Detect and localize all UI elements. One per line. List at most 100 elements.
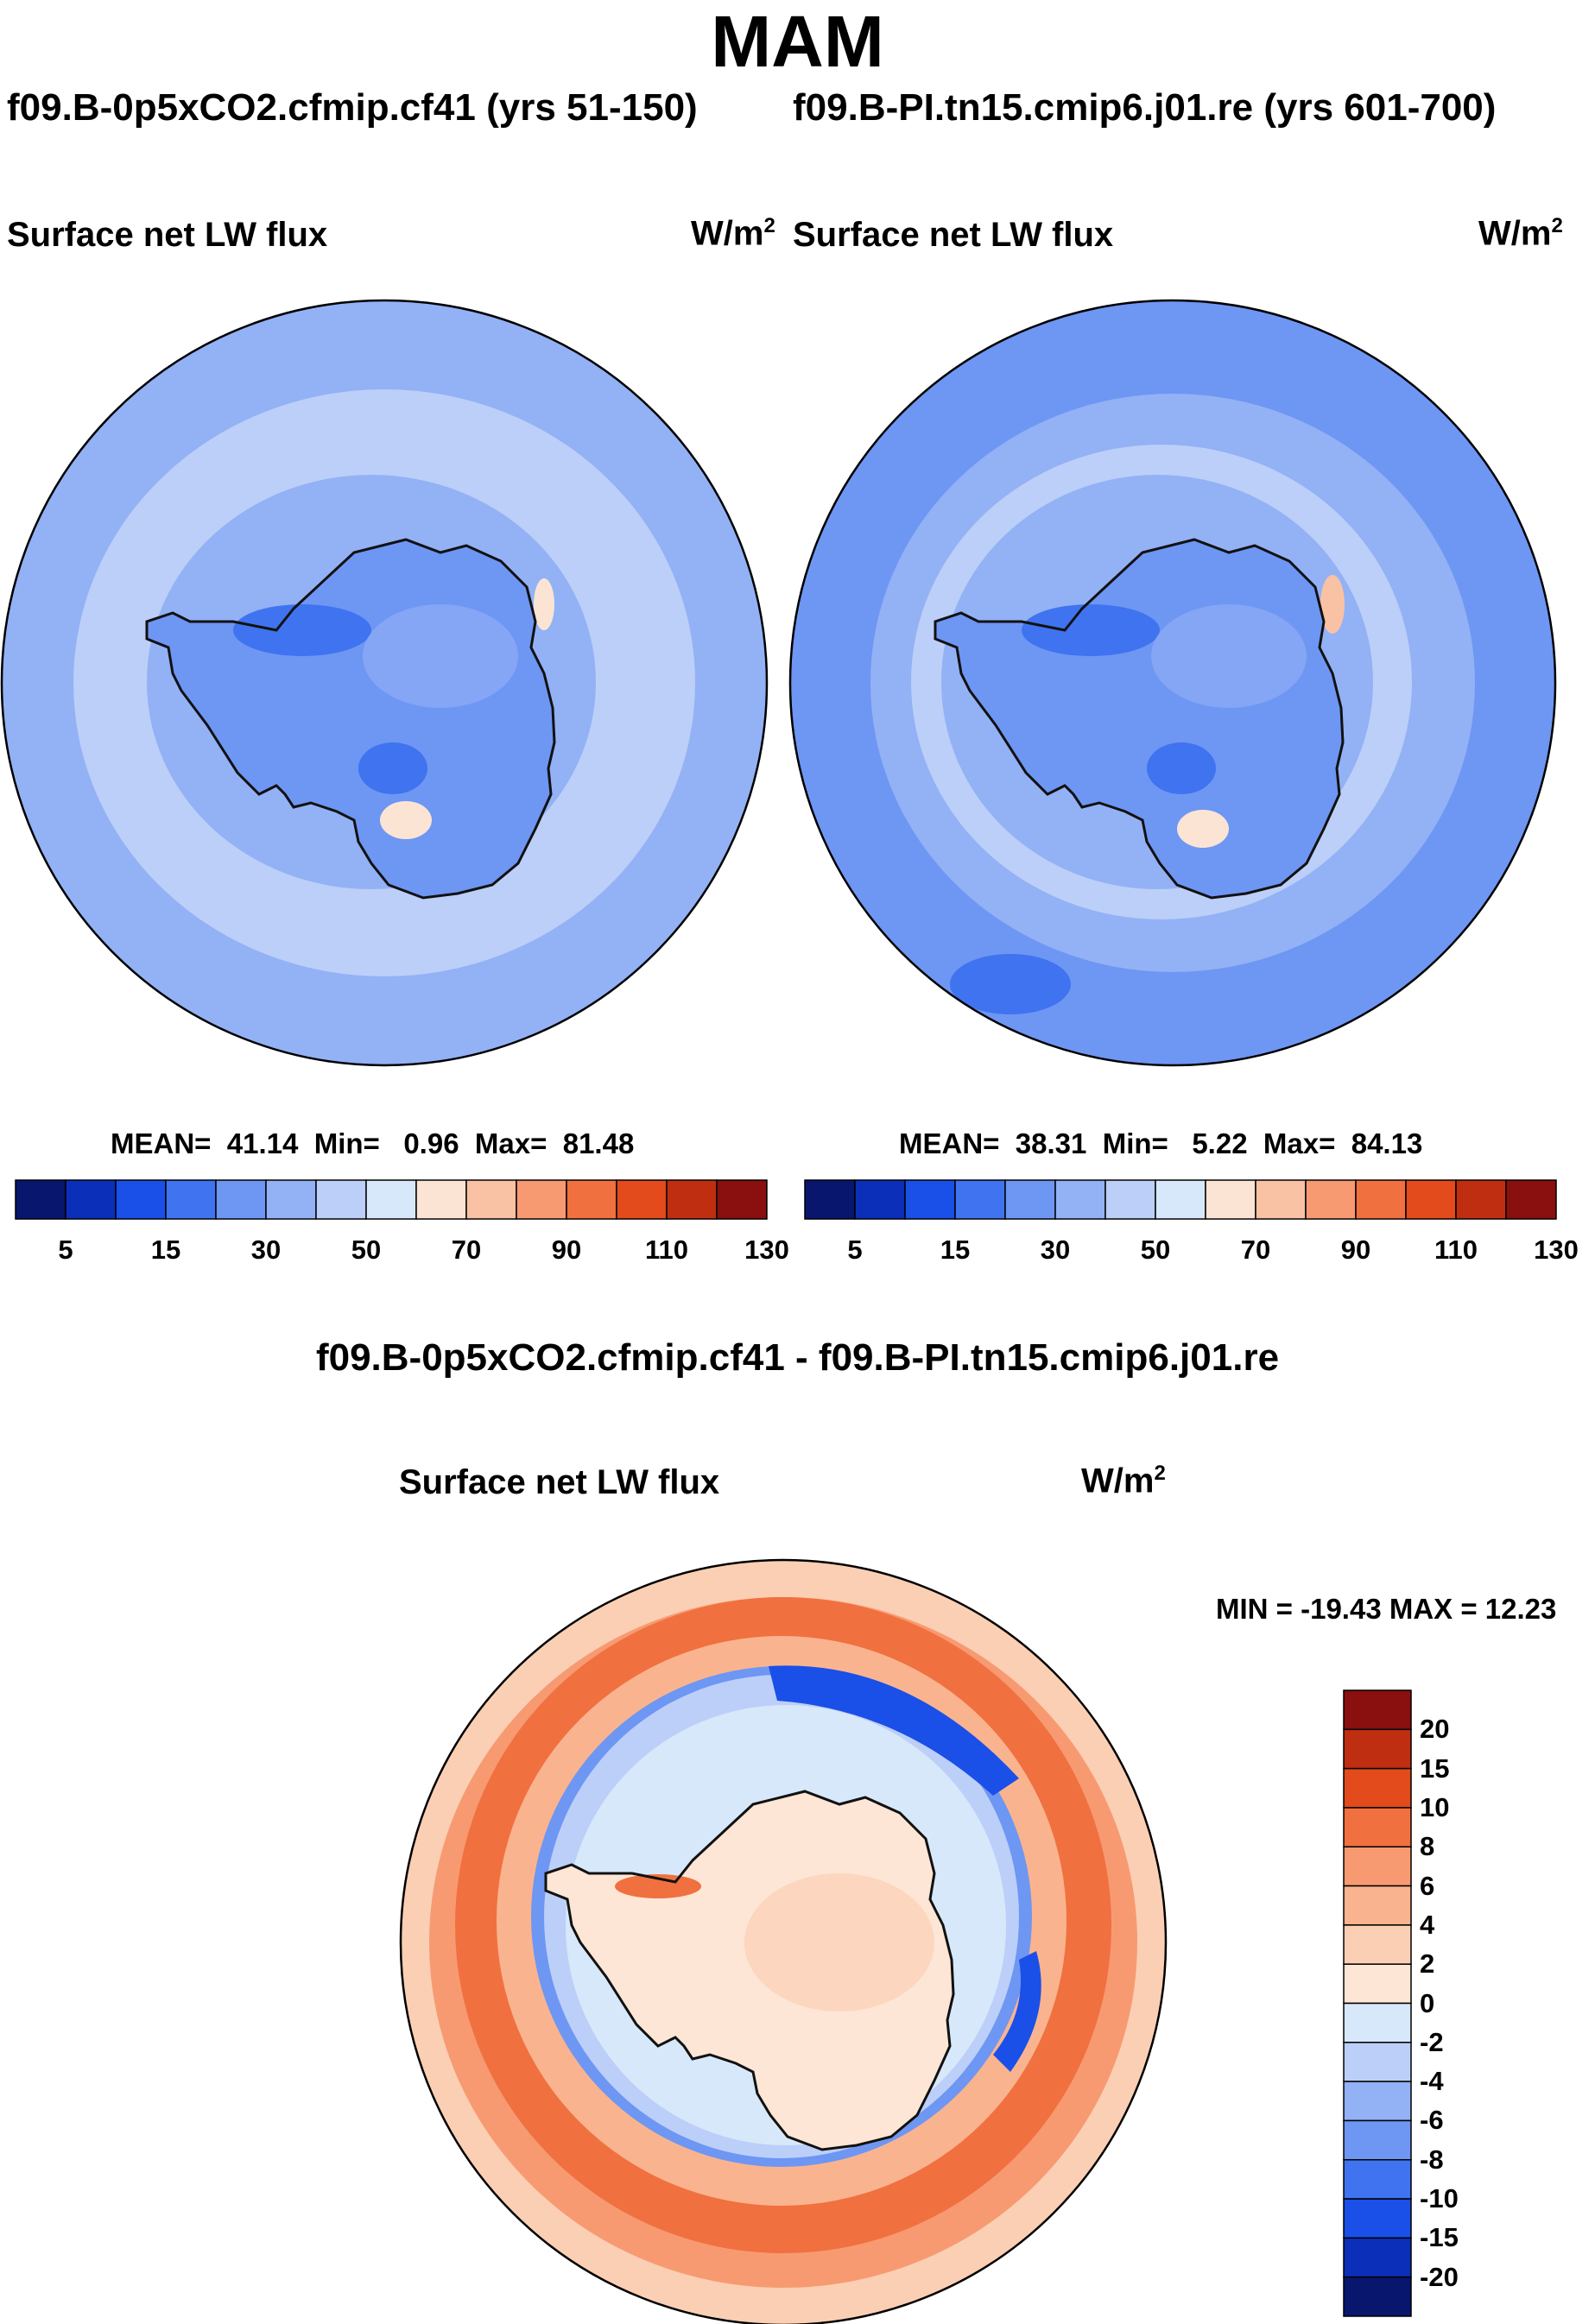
panel1-colorbar-tick-label: 5 <box>58 1235 73 1265</box>
panel3-colorbar-tick-label: -15 <box>1420 2222 1459 2253</box>
panel3-colorbar-box <box>1343 1767 1412 1809</box>
panel3-colorbar-box <box>1343 2198 1412 2239</box>
panel3-units: W/m2 <box>1081 1462 1166 1500</box>
panel1-colorbar-tick-label: 50 <box>351 1235 382 1265</box>
panel3-colorbar-box <box>1343 2276 1412 2317</box>
panel2-colorbar-tick-label: 15 <box>940 1235 971 1265</box>
panel1-colorbar-tick-label: 70 <box>451 1235 482 1265</box>
panel2-title: Surface net LW flux <box>793 216 1114 254</box>
panel3-colorbar-tick-label: -10 <box>1420 2183 1459 2214</box>
panel1-stats: MEAN= 41.14 Min= 0.96 Max= 81.48 <box>111 1127 635 1159</box>
panel2-colorbar-box <box>954 1179 1006 1220</box>
panel1-title: Surface net LW flux <box>7 216 328 254</box>
panel3-warm-patch <box>615 1874 701 1898</box>
panel3-map <box>399 1558 1168 2324</box>
panel3-title: Surface net LW flux <box>399 1463 720 1501</box>
panel2-colorbar-box <box>1355 1179 1407 1220</box>
panel2-warm-patch-2 <box>1320 575 1345 634</box>
panel3-colorbar-box <box>1343 1963 1412 2005</box>
panel2-low-flux-ocean <box>950 954 1071 1014</box>
panel1-colorbar-tick-label: 30 <box>250 1235 282 1265</box>
panel1-colorbar-box <box>566 1179 617 1220</box>
panel1-colorbar-box <box>716 1179 768 1220</box>
panel3-colorbar-box <box>1343 2237 1412 2278</box>
panel1-map-border <box>0 299 769 1067</box>
panel2-colorbar-tick-label: 50 <box>1140 1235 1171 1265</box>
panel2-map-border <box>788 299 1557 1067</box>
panel3-colorbar-tick-label: -8 <box>1420 2144 1444 2175</box>
panel1-colorbar-box <box>616 1179 668 1220</box>
figure-title: MAM <box>711 1 884 82</box>
panel3-colorbar-tick-label: 8 <box>1420 1831 1435 1862</box>
panel3-colorbar-box <box>1343 1846 1412 1887</box>
panel3-strong-cooling-arc-2 <box>993 1951 1041 2072</box>
panel1-low-flux-region-2 <box>358 742 427 794</box>
panel2-colorbar-box <box>1505 1179 1557 1220</box>
panel3-colorbar-tick-label: -2 <box>1420 2026 1444 2057</box>
panel3-strong-cooling-arc <box>769 1665 1019 1796</box>
panel2-units: W/m2 <box>1478 214 1563 253</box>
panel1-colorbar-tick-label: 130 <box>744 1235 789 1265</box>
panel2-low-flux-region-2 <box>1147 742 1216 794</box>
panel3-colorbar-tick-label: 0 <box>1420 1987 1435 2018</box>
panel1-colorbar-box <box>265 1179 317 1220</box>
panel1-colorbar-box <box>516 1179 567 1220</box>
panel3-colorbar-box <box>1343 2081 1412 2122</box>
panel1-colorbar-box <box>65 1179 117 1220</box>
panel3-colorbar-tick-label: 15 <box>1420 1752 1450 1784</box>
diff-title: f09.B-0p5xCO2.cfmip.cf41 - f09.B-PI.tn15… <box>315 1336 1280 1379</box>
panel2-colorbar-box <box>1155 1179 1206 1220</box>
panel3-colorbar-box <box>1343 2119 1412 2161</box>
panel3-stats: MIN = -19.43 MAX = 12.23 <box>1216 1593 1557 1625</box>
panel2-map <box>788 299 1557 1067</box>
panel2-colorbar-tick-label: 110 <box>1434 1235 1478 1265</box>
panel3-colorbar-tick-label: 6 <box>1420 1870 1435 1901</box>
case-label-left: f09.B-0p5xCO2.cfmip.cf41 (yrs 51-150) <box>7 86 698 129</box>
panel1-colorbar-box <box>465 1179 517 1220</box>
panel2-colorbar-box <box>1205 1179 1256 1220</box>
panel2-colorbar-box <box>1255 1179 1307 1220</box>
panel1-colorbar-tick-label: 110 <box>644 1235 688 1265</box>
panel2-colorbar-tick-label: 70 <box>1240 1235 1271 1265</box>
panel3-colorbar-box <box>1343 1689 1412 1731</box>
panel3-colorbar-box <box>1343 1885 1412 1926</box>
panel2-stats: MEAN= 38.31 Min= 5.22 Max= 84.13 <box>899 1127 1423 1159</box>
panel3-colorbar-box <box>1343 1807 1412 1847</box>
panel1-colorbar-box <box>666 1179 718 1220</box>
panel2-colorbar-box <box>904 1179 956 1220</box>
panel1-colorbar-box <box>315 1179 367 1220</box>
panel1-units: W/m2 <box>691 214 775 253</box>
panel1-colorbar-box <box>215 1179 267 1220</box>
panel2-colorbar-tick-label: 130 <box>1534 1235 1579 1265</box>
panel2-colorbar-box <box>854 1179 906 1220</box>
panel3-colorbar-tick-label: 20 <box>1420 1714 1450 1745</box>
panel2-colorbar-box <box>804 1179 856 1220</box>
panel2-colorbar-box <box>1305 1179 1357 1220</box>
panel3-colorbar-tick-label: -6 <box>1420 2105 1444 2136</box>
case-label-right: f09.B-PI.tn15.cmip6.j01.re (yrs 601-700) <box>793 86 1497 129</box>
panel1-colorbar-tick-label: 90 <box>551 1235 582 1265</box>
panel3-colorbar-tick-label: -20 <box>1420 2261 1459 2292</box>
panel2-colorbar-box <box>1004 1179 1056 1220</box>
panel2-warm-patch <box>1177 810 1229 848</box>
panel1-colorbar <box>15 1179 768 1220</box>
panel2-plateau-patch <box>1151 604 1307 708</box>
panel2-colorbar <box>804 1179 1557 1220</box>
panel1-low-flux-region <box>233 604 371 656</box>
panel2-colorbar-box <box>1405 1179 1457 1220</box>
panel3-colorbar-tick-label: -4 <box>1420 2066 1444 2097</box>
panel2-low-flux-region <box>1022 604 1160 656</box>
panel2-colorbar-box <box>1455 1179 1507 1220</box>
panel3-plateau-warm <box>744 1873 934 2011</box>
panel2-colorbar-tick-label: 5 <box>847 1235 863 1265</box>
panel1-colorbar-tick-label: 15 <box>150 1235 181 1265</box>
panel2-colorbar-box <box>1104 1179 1156 1220</box>
panel3-colorbar-box <box>1343 2159 1412 2200</box>
panel3-map-border <box>399 1558 1168 2324</box>
panel1-colorbar-box <box>165 1179 217 1220</box>
panel1-colorbar-box <box>415 1179 467 1220</box>
panel2-colorbar-tick-label: 30 <box>1040 1235 1071 1265</box>
panel1-warm-patch <box>380 801 432 839</box>
panel3-colorbar-tick-label: 4 <box>1420 1909 1435 1940</box>
